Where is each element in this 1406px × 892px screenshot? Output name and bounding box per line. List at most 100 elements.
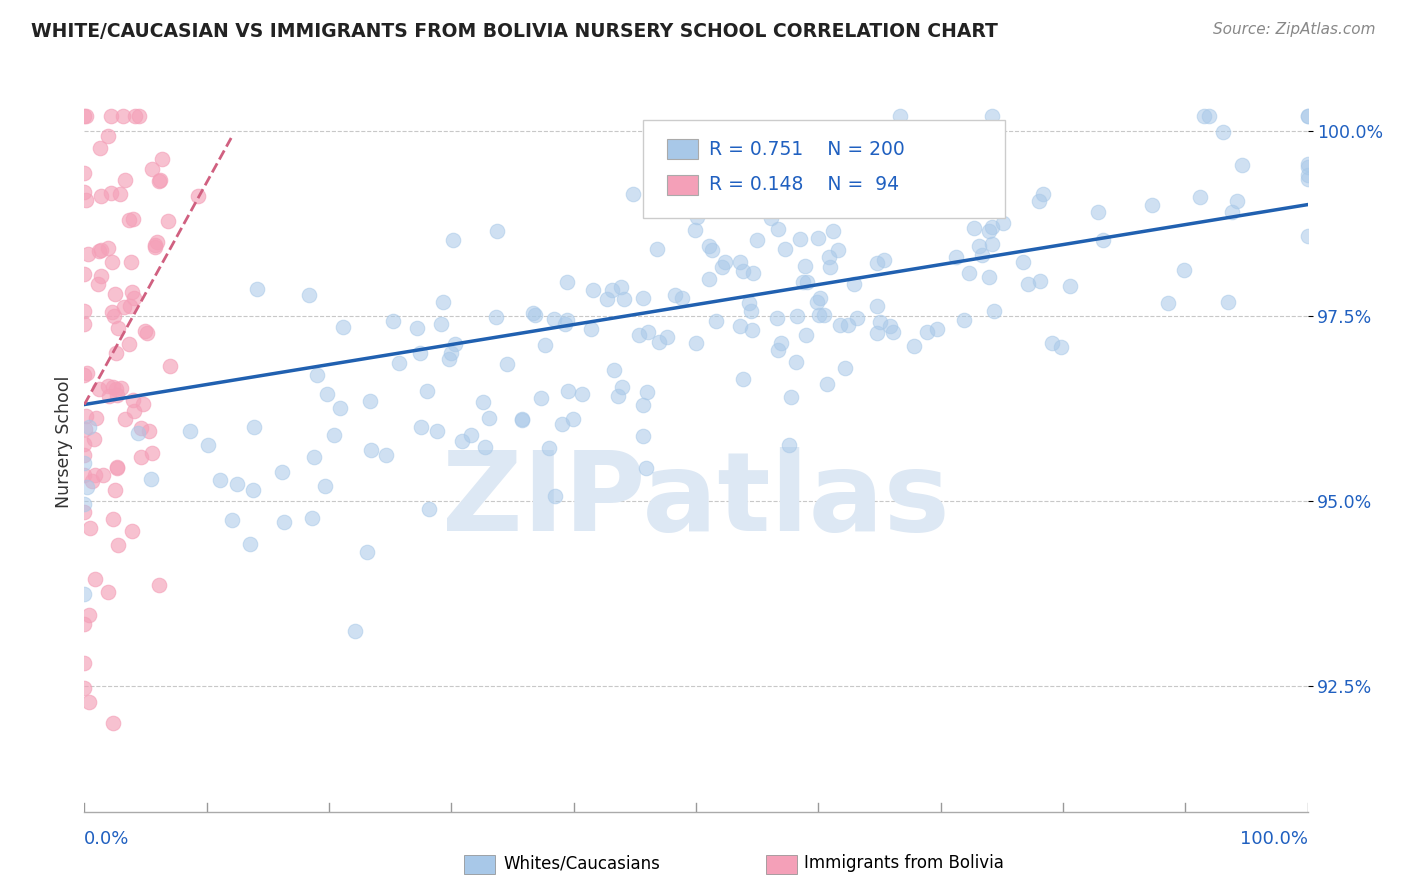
Point: [100, 109, 122, 123]
Text: Immigrants from Bolivia: Immigrants from Bolivia: [804, 855, 1004, 872]
Point: [603, 363, 626, 377]
Point: [817, 377, 839, 392]
Point: [745, 233, 768, 247]
Point: [80, 474, 103, 488]
Point: [704, 314, 727, 328]
Point: [73, 368, 96, 382]
Point: [110, 186, 132, 201]
Point: [945, 250, 967, 264]
Point: [332, 320, 354, 334]
Point: [359, 393, 381, 408]
Point: [145, 235, 167, 249]
Point: [107, 321, 129, 335]
Point: [444, 336, 467, 351]
Point: [538, 441, 561, 455]
Point: [980, 220, 1002, 235]
Point: [128, 109, 150, 123]
Point: [648, 334, 671, 349]
Point: [87, 244, 110, 258]
Point: [557, 384, 579, 399]
Point: [924, 192, 946, 206]
Point: [600, 284, 623, 298]
Point: [657, 330, 679, 344]
Point: [823, 224, 845, 238]
Point: [90, 269, 112, 284]
Text: R = 0.751    N = 200: R = 0.751 N = 200: [709, 140, 904, 159]
Point: [112, 109, 135, 123]
Point: [114, 412, 136, 426]
Point: [664, 288, 686, 302]
Point: [73, 681, 96, 695]
Point: [73, 422, 96, 436]
Point: [114, 172, 136, 186]
Point: [889, 109, 911, 123]
Point: [915, 325, 938, 339]
Point: [728, 319, 751, 334]
Point: [1028, 194, 1050, 208]
Point: [730, 255, 752, 269]
Point: [637, 326, 659, 340]
Point: [697, 239, 720, 253]
Text: ZIPatlas: ZIPatlas: [441, 447, 950, 554]
Point: [382, 314, 405, 328]
Point: [103, 715, 125, 730]
Point: [631, 428, 654, 442]
Point: [197, 437, 219, 451]
Point: [83, 433, 105, 447]
Point: [685, 335, 707, 350]
Point: [141, 445, 163, 459]
Point: [301, 511, 323, 525]
Point: [1230, 158, 1253, 172]
Point: [141, 162, 163, 177]
Point: [818, 260, 841, 274]
Point: [83, 573, 105, 587]
Point: [122, 291, 145, 305]
Point: [477, 411, 499, 425]
Point: [1194, 109, 1216, 123]
Point: [1296, 172, 1319, 186]
Point: [711, 260, 734, 274]
Point: [970, 248, 993, 262]
Point: [534, 338, 557, 352]
Point: [1218, 294, 1240, 309]
Point: [89, 383, 111, 397]
Point: [73, 186, 96, 200]
Point: [90, 188, 112, 202]
Point: [104, 483, 127, 497]
Point: [1296, 109, 1319, 123]
Text: R = 0.148    N =  94: R = 0.148 N = 94: [709, 176, 898, 194]
Point: [75, 193, 97, 207]
Point: [374, 448, 396, 462]
Point: [450, 434, 472, 448]
Point: [441, 233, 464, 247]
Point: [77, 420, 100, 434]
Point: [1157, 296, 1180, 310]
Point: [794, 328, 817, 343]
Point: [1032, 187, 1054, 202]
Point: [73, 304, 96, 318]
Point: [307, 368, 329, 382]
Point: [731, 264, 754, 278]
Point: [789, 232, 811, 246]
Point: [634, 461, 657, 475]
Point: [621, 186, 644, 201]
Point: [766, 310, 789, 325]
Point: [866, 326, 889, 340]
Point: [73, 467, 96, 482]
Point: [903, 339, 925, 353]
Point: [98, 389, 121, 403]
Point: [1296, 228, 1319, 243]
Point: [818, 250, 841, 264]
Point: [460, 427, 482, 442]
Point: [981, 236, 1004, 251]
Point: [73, 497, 96, 511]
Point: [439, 352, 461, 367]
Point: [110, 381, 132, 395]
Point: [104, 382, 127, 396]
Point: [112, 300, 135, 314]
Point: [135, 326, 157, 340]
Point: [571, 387, 593, 401]
Point: [86, 277, 108, 292]
Point: [628, 328, 651, 343]
Text: Whites/Caucasians: Whites/Caucasians: [503, 855, 661, 872]
